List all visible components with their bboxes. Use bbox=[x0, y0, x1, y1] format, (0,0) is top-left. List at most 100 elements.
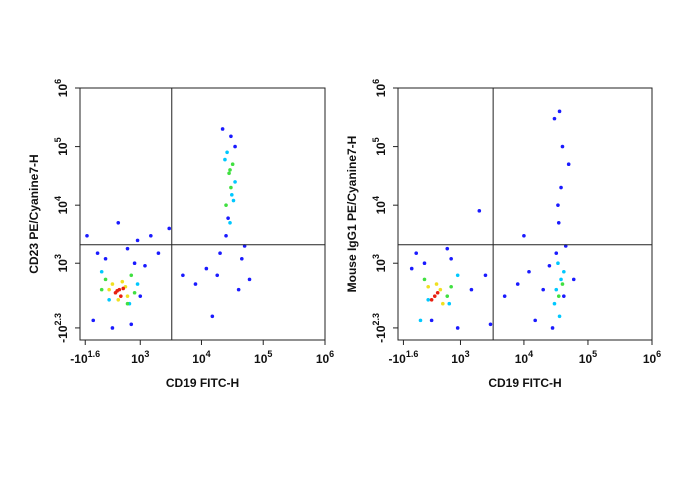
event-dot bbox=[107, 287, 111, 292]
tick-label: 105 bbox=[579, 349, 597, 366]
event-dot bbox=[426, 298, 431, 302]
event-dot bbox=[554, 251, 559, 256]
event-dot bbox=[132, 261, 137, 266]
tick-base: 10 bbox=[56, 84, 70, 98]
event-dot bbox=[215, 273, 220, 278]
event-dot bbox=[483, 273, 488, 278]
event-dot bbox=[121, 286, 126, 291]
event-dot bbox=[240, 256, 244, 261]
event-dot bbox=[426, 284, 431, 289]
event-dot bbox=[515, 282, 520, 286]
tick-base: 10 bbox=[56, 259, 70, 273]
tick-label: -101.6 bbox=[70, 349, 100, 366]
plot-frame bbox=[397, 87, 653, 341]
event-dot bbox=[85, 233, 89, 238]
tick-exponent: 3 bbox=[371, 254, 381, 259]
event-dot bbox=[229, 134, 233, 139]
tick-base: -10 bbox=[374, 325, 388, 343]
plot-frame bbox=[79, 87, 326, 341]
tick-label: 106 bbox=[53, 79, 70, 97]
event-dot bbox=[224, 233, 228, 238]
event-dot bbox=[103, 256, 108, 261]
event-dot bbox=[552, 301, 557, 306]
event-dot bbox=[455, 273, 460, 278]
tick-base: 10 bbox=[374, 201, 388, 215]
event-dot bbox=[99, 287, 104, 292]
event-dot bbox=[107, 298, 111, 302]
tick-label: 104 bbox=[53, 196, 70, 214]
tick-label: 103 bbox=[131, 349, 149, 366]
event-dot bbox=[409, 266, 414, 271]
tick-label: 106 bbox=[316, 349, 334, 366]
event-dot bbox=[125, 294, 130, 298]
event-dot bbox=[95, 251, 100, 256]
event-dot bbox=[469, 287, 474, 292]
tick-base: 10 bbox=[643, 352, 657, 366]
tick-exponent: 6 bbox=[329, 349, 334, 359]
event-dot bbox=[91, 318, 96, 323]
event-dot bbox=[556, 294, 561, 298]
event-dot bbox=[547, 263, 552, 268]
event-dot bbox=[103, 277, 108, 282]
tick-label: 105 bbox=[254, 349, 272, 366]
event-dot bbox=[541, 287, 545, 292]
event-dot bbox=[230, 162, 235, 167]
x-axis-label: CD19 FITC-H bbox=[166, 376, 239, 390]
tick-label: 103 bbox=[53, 254, 70, 272]
event-dot bbox=[231, 198, 236, 203]
tick-label: 106 bbox=[643, 349, 661, 366]
tick-exponent: 2.3 bbox=[371, 313, 381, 326]
tick-label: 106 bbox=[371, 79, 388, 97]
tick-exponent: 5 bbox=[267, 349, 272, 359]
event-dot bbox=[226, 216, 230, 220]
event-dot bbox=[115, 289, 119, 293]
event-dot bbox=[477, 209, 482, 213]
event-dot bbox=[129, 273, 134, 278]
event-dot bbox=[556, 203, 560, 207]
event-dot bbox=[110, 326, 115, 330]
event-dot bbox=[110, 282, 115, 286]
tick-exponent: 6 bbox=[371, 79, 381, 84]
event-dot bbox=[233, 144, 237, 149]
tick-base: 10 bbox=[451, 352, 465, 366]
event-dot bbox=[414, 251, 419, 256]
event-dot bbox=[418, 318, 423, 323]
tick-exponent: 4 bbox=[371, 196, 381, 201]
event-dot bbox=[445, 294, 450, 298]
event-dot bbox=[223, 157, 227, 162]
event-dot bbox=[135, 282, 140, 286]
tick-base: -10 bbox=[388, 352, 406, 366]
event-dot bbox=[210, 314, 215, 319]
event-dot bbox=[116, 298, 121, 302]
tick-exponent: 4 bbox=[206, 349, 211, 359]
event-dot bbox=[556, 261, 560, 266]
event-dot bbox=[233, 180, 237, 184]
tick-base: 10 bbox=[56, 201, 70, 215]
tick-base: 10 bbox=[374, 259, 388, 273]
tick-label: 103 bbox=[371, 254, 388, 272]
event-dot bbox=[181, 273, 185, 278]
event-dot bbox=[422, 261, 427, 266]
tick-exponent: 5 bbox=[53, 137, 63, 142]
event-dot bbox=[229, 185, 233, 190]
tick-exponent: 3 bbox=[53, 254, 63, 259]
event-dot bbox=[149, 233, 153, 238]
event-dot bbox=[533, 318, 537, 323]
event-dot bbox=[447, 301, 452, 306]
tick-exponent: 1.6 bbox=[406, 349, 419, 359]
event-dot bbox=[227, 171, 231, 176]
event-dot bbox=[125, 301, 130, 306]
event-dot bbox=[225, 150, 229, 155]
event-dot bbox=[236, 287, 241, 292]
event-dot bbox=[560, 144, 565, 149]
event-dot bbox=[455, 326, 460, 330]
event-dot bbox=[230, 193, 234, 197]
tick-base: 10 bbox=[56, 142, 70, 156]
event-dot bbox=[120, 279, 125, 284]
event-dot bbox=[156, 251, 161, 256]
tick-exponent: 6 bbox=[656, 349, 661, 359]
event-dot bbox=[559, 185, 563, 190]
event-dot bbox=[552, 116, 557, 121]
event-dot bbox=[116, 220, 121, 225]
